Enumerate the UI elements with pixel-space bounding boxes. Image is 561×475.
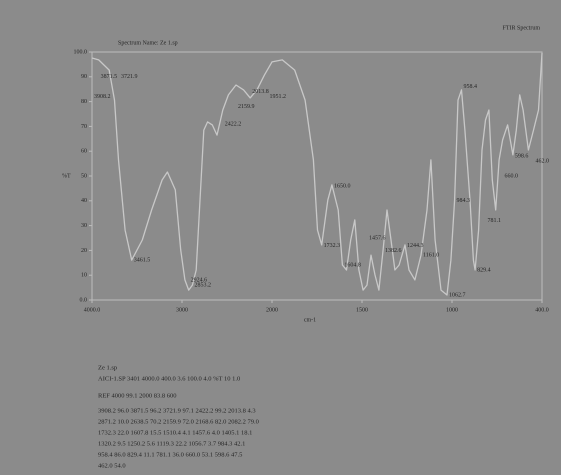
peak-label: 3721.9	[121, 74, 138, 80]
footer-line: 958.4 86.0 829.4 11.1 781.1 36.0 660.0 5…	[98, 451, 242, 458]
x-tick-label: 4000.0	[84, 307, 101, 313]
peak-label: 1161.0	[423, 253, 439, 259]
chart-subtitle: FTIR Spectrum	[503, 25, 541, 31]
y-tick-label: 70	[81, 124, 87, 130]
peak-label: 1457.6	[369, 235, 386, 241]
y-tick-label: 60	[81, 149, 87, 155]
peak-label: 984.3	[457, 198, 471, 204]
footer-line: 1320.2 9.5 1250.2 5.6 1119.3 22.2 1056.7…	[98, 440, 245, 447]
peak-label: 1244.3	[407, 243, 424, 249]
background	[0, 0, 561, 475]
footer-line: AICI-1.SP 3401 4000.0 400.0 3.6 100.0 4.…	[98, 375, 240, 382]
y-tick-label: 50	[81, 173, 87, 179]
peak-label: 1650.0	[334, 183, 351, 189]
peak-label: 829.4	[477, 268, 491, 274]
y-tick-label: 100.0	[74, 49, 88, 55]
footer-line: 462.0 54.0	[98, 462, 126, 469]
peak-label: 1951.2	[270, 94, 287, 100]
y-tick-label: 40	[81, 198, 87, 204]
y-tick-label: 80	[81, 99, 87, 105]
peak-label: 958.4	[463, 84, 477, 90]
peak-label: 2853.2	[194, 282, 211, 288]
peak-label: 660.0	[505, 173, 519, 179]
peak-label: 781.1	[487, 218, 501, 224]
peak-label: 598.6	[515, 154, 529, 160]
footer-line: REF 4000 99.1 2000 83.8 600	[98, 392, 177, 399]
peak-label: 3908.2	[94, 94, 111, 100]
x-tick-label: 1500	[356, 307, 368, 313]
x-tick-label: 3000	[176, 307, 188, 313]
y-axis-label: %T	[62, 173, 71, 179]
peak-label: 3871.5	[101, 74, 118, 80]
peak-label: 2159.9	[238, 104, 255, 110]
y-tick-label: 0.0	[80, 297, 88, 303]
chart: Spectrum Name: Ze 1.sp FTIR Spectrum %T …	[0, 0, 561, 475]
y-tick-label: 20	[81, 248, 87, 254]
y-tick-label: 90	[81, 74, 87, 80]
peak-label: 1062.7	[449, 292, 466, 298]
footer-line: 3908.2 96.0 3871.5 96.2 3721.9 97.1 2422…	[98, 407, 256, 414]
y-tick-label: 30	[81, 223, 87, 229]
peak-label: 1604.8	[344, 263, 361, 269]
x-tick-label: 1000	[446, 307, 458, 313]
peak-label: 3461.5	[134, 258, 151, 264]
page: {"chart_data": {"type": "line", "title":…	[0, 0, 561, 475]
footer-line: 1732.3 22.0 1607.8 15.5 1510.4 4.1 1457.…	[98, 429, 252, 436]
chart-title: Spectrum Name: Ze 1.sp	[118, 40, 178, 46]
x-tick-label: 400.0	[535, 307, 549, 313]
peak-label: 2013.8	[252, 89, 269, 95]
y-tick-label: 10	[81, 273, 87, 279]
footer-line: Ze 1.sp	[98, 364, 117, 371]
footer-line: 2871.2 10.0 2638.5 70.2 2159.9 72.0 2168…	[98, 418, 259, 425]
peak-label: 2422.2	[225, 121, 242, 127]
x-axis-label: cm-1	[304, 317, 316, 323]
peak-label: 462.0	[535, 158, 549, 164]
x-tick-label: 2000	[266, 307, 278, 313]
peak-label: 1382.6	[385, 248, 402, 254]
peak-label: 1732.3	[324, 243, 341, 249]
